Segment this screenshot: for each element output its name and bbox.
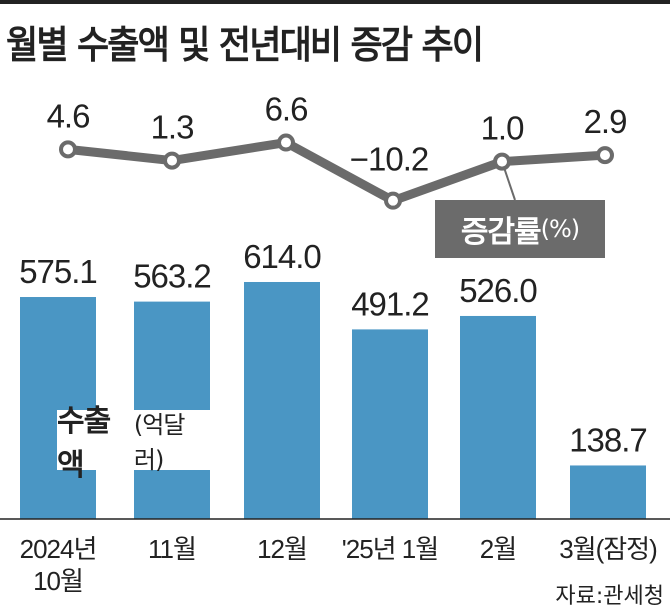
rate-label-0: 4.6 [47,97,90,134]
rate-point-0 [59,140,77,159]
rate-label-2: 6.6 [265,91,308,128]
bar-3 [352,329,428,519]
x-tick-3-0: '25년 1월 [342,534,438,564]
x-tick-2-0: 12월 [257,534,307,564]
chart-title: 월별 수출액 및 전년대비 증감 추이 [6,23,484,67]
rate-point-3 [384,191,402,210]
bar-4 [460,315,536,519]
rate-point-1 [163,151,181,170]
legend-rate-label: 증감률 [460,215,542,250]
rate-line [67,137,606,206]
legend-export-unit: (억달러) [133,411,186,474]
bar-label-5: 138.7 [569,421,647,458]
bar-label-0: 575.1 [19,253,97,290]
x-tick-1-0: 11월 [148,534,196,564]
legend-rate: 증감률 (%) [435,200,605,258]
rate-point-5 [596,146,614,165]
bar-label-3: 491.2 [351,285,429,322]
rate-label-5: 2.9 [584,103,627,140]
top-rule [0,0,670,4]
bar-2 [244,281,320,519]
bar-0 [20,297,96,519]
rate-point-2 [277,133,295,152]
legend-export: 수출액 (억달러) [57,404,211,483]
x-tick-0-1: 10월 [33,566,83,596]
rate-label-4: 1.0 [481,110,525,147]
bar-label-4: 526.0 [459,272,537,309]
source-note: 자료:관세청 [555,584,664,609]
x-tick-4-0: 2월 [480,534,516,564]
legend-export-label: 수출액 [57,404,111,483]
rate-label-1: 1.3 [151,109,194,146]
bar-5 [570,465,646,519]
legend-rate-unit: (%) [540,215,581,243]
rate-point-4 [493,152,511,171]
x-tick-5-0: 3월(잠정) [559,534,657,564]
rate-label-3: −10.2 [350,141,429,178]
x-tick-0-0: 2024년 [20,534,97,564]
bar-label-1: 563.2 [133,258,211,295]
bar-label-2: 614.0 [243,238,321,275]
